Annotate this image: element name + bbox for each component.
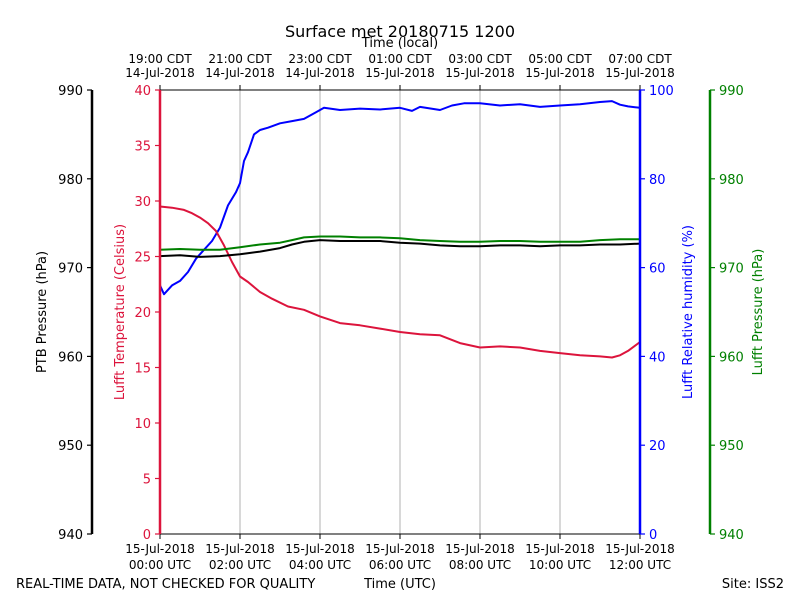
top-tick-date: 15-Jul-2018 (605, 66, 675, 80)
bottom-tick-time: 02:00 UTC (209, 558, 271, 572)
bottom-tick-time: 06:00 UTC (369, 558, 431, 572)
rh-tick-label: 40 (649, 350, 666, 365)
top-tick-date: 15-Jul-2018 (445, 66, 515, 80)
grid (239, 90, 561, 534)
bottom-tick-time: 12:00 UTC (609, 558, 671, 572)
temp-tick-label: 20 (134, 306, 151, 321)
rh-tick-label: 80 (649, 173, 666, 188)
ptb-tick-label: 990 (58, 84, 83, 99)
temp-series-line (159, 205, 641, 359)
lp-axis-label: Lufft Pressure (hPa) (751, 249, 766, 376)
rh-tick-label: 20 (649, 439, 666, 454)
chart-title: Surface met 20180715 1200 (285, 22, 515, 41)
bottom-tick-date: 15-Jul-2018 (525, 542, 595, 556)
top-axis-label: Time (local) (361, 36, 438, 51)
axes: 15-Jul-2018 00:00 UTC 15-Jul-2018 02:00 UTC… (35, 52, 766, 572)
plot-series (159, 100, 641, 359)
temp-tick-label: 10 (134, 417, 151, 432)
rh-series-line (159, 100, 641, 296)
temp-tick-label: 15 (134, 362, 151, 377)
top-tick-time: 23:00 CDT (288, 52, 352, 66)
bottom-tick-time: 08:00 UTC (449, 558, 511, 572)
top-tick-time: 07:00 CDT (608, 52, 672, 66)
temp-axis-label: Lufft Temperature (Celsius) (113, 224, 128, 400)
bottom-tick-date: 15-Jul-2018 (285, 542, 355, 556)
bottom-tick-time: 04:00 UTC (289, 558, 351, 572)
bottom-tick-time: 10:00 UTC (529, 558, 591, 572)
temp-tick-label: 35 (134, 140, 151, 155)
ptb-tick-label: 970 (58, 262, 83, 277)
temp-tick-label: 0 (143, 528, 151, 543)
top-tick-date: 15-Jul-2018 (365, 66, 435, 80)
temp-tick-label: 25 (134, 251, 151, 266)
lp-tick-label: 940 (719, 528, 744, 543)
lp-tick-label: 950 (719, 439, 744, 454)
quality-disclaimer: REAL-TIME DATA, NOT CHECKED FOR QUALITY (16, 577, 315, 592)
ptb-tick-label: 980 (58, 173, 83, 188)
rh-tick-label: 0 (649, 528, 657, 543)
lp-tick-label: 990 (719, 84, 744, 99)
bottom-tick-time: 00:00 UTC (129, 558, 191, 572)
bottom-tick-date: 15-Jul-2018 (605, 542, 675, 556)
temp-tick-label: 40 (134, 84, 151, 99)
lp-tick-label: 970 (719, 262, 744, 277)
site-label: Site: ISS2 (722, 577, 784, 592)
lp-tick-label: 960 (719, 350, 744, 365)
top-tick-time: 19:00 CDT (128, 52, 192, 66)
ptb-series-line (159, 239, 641, 258)
bottom-tick-date: 15-Jul-2018 (205, 542, 275, 556)
bottom-tick-date: 15-Jul-2018 (125, 542, 195, 556)
top-tick-time: 01:00 CDT (368, 52, 432, 66)
top-tick-date: 14-Jul-2018 (125, 66, 195, 80)
rh-tick-label: 60 (649, 262, 666, 277)
ptb-tick-label: 950 (58, 439, 83, 454)
top-tick-time: 05:00 CDT (528, 52, 592, 66)
bottom-axis-label: Time (UTC) (363, 577, 436, 592)
temp-tick-label: 5 (143, 473, 151, 488)
ptb-axis-label: PTB Pressure (hPa) (35, 251, 50, 373)
temp-tick-label: 30 (134, 195, 151, 210)
top-tick-date: 14-Jul-2018 (285, 66, 355, 80)
top-tick-time: 03:00 CDT (448, 52, 512, 66)
lp-tick-label: 980 (719, 173, 744, 188)
bottom-tick-date: 15-Jul-2018 (445, 542, 515, 556)
lp-series-line (159, 235, 640, 251)
top-tick-date: 14-Jul-2018 (205, 66, 275, 80)
ptb-tick-label: 940 (58, 528, 83, 543)
bottom-tick-date: 15-Jul-2018 (365, 542, 435, 556)
rh-tick-label: 100 (649, 84, 674, 99)
ptb-tick-label: 960 (58, 350, 83, 365)
rh-axis-label: Lufft Relative humidity (%) (681, 225, 696, 399)
top-tick-time: 21:00 CDT (208, 52, 272, 66)
top-tick-date: 15-Jul-2018 (525, 66, 595, 80)
